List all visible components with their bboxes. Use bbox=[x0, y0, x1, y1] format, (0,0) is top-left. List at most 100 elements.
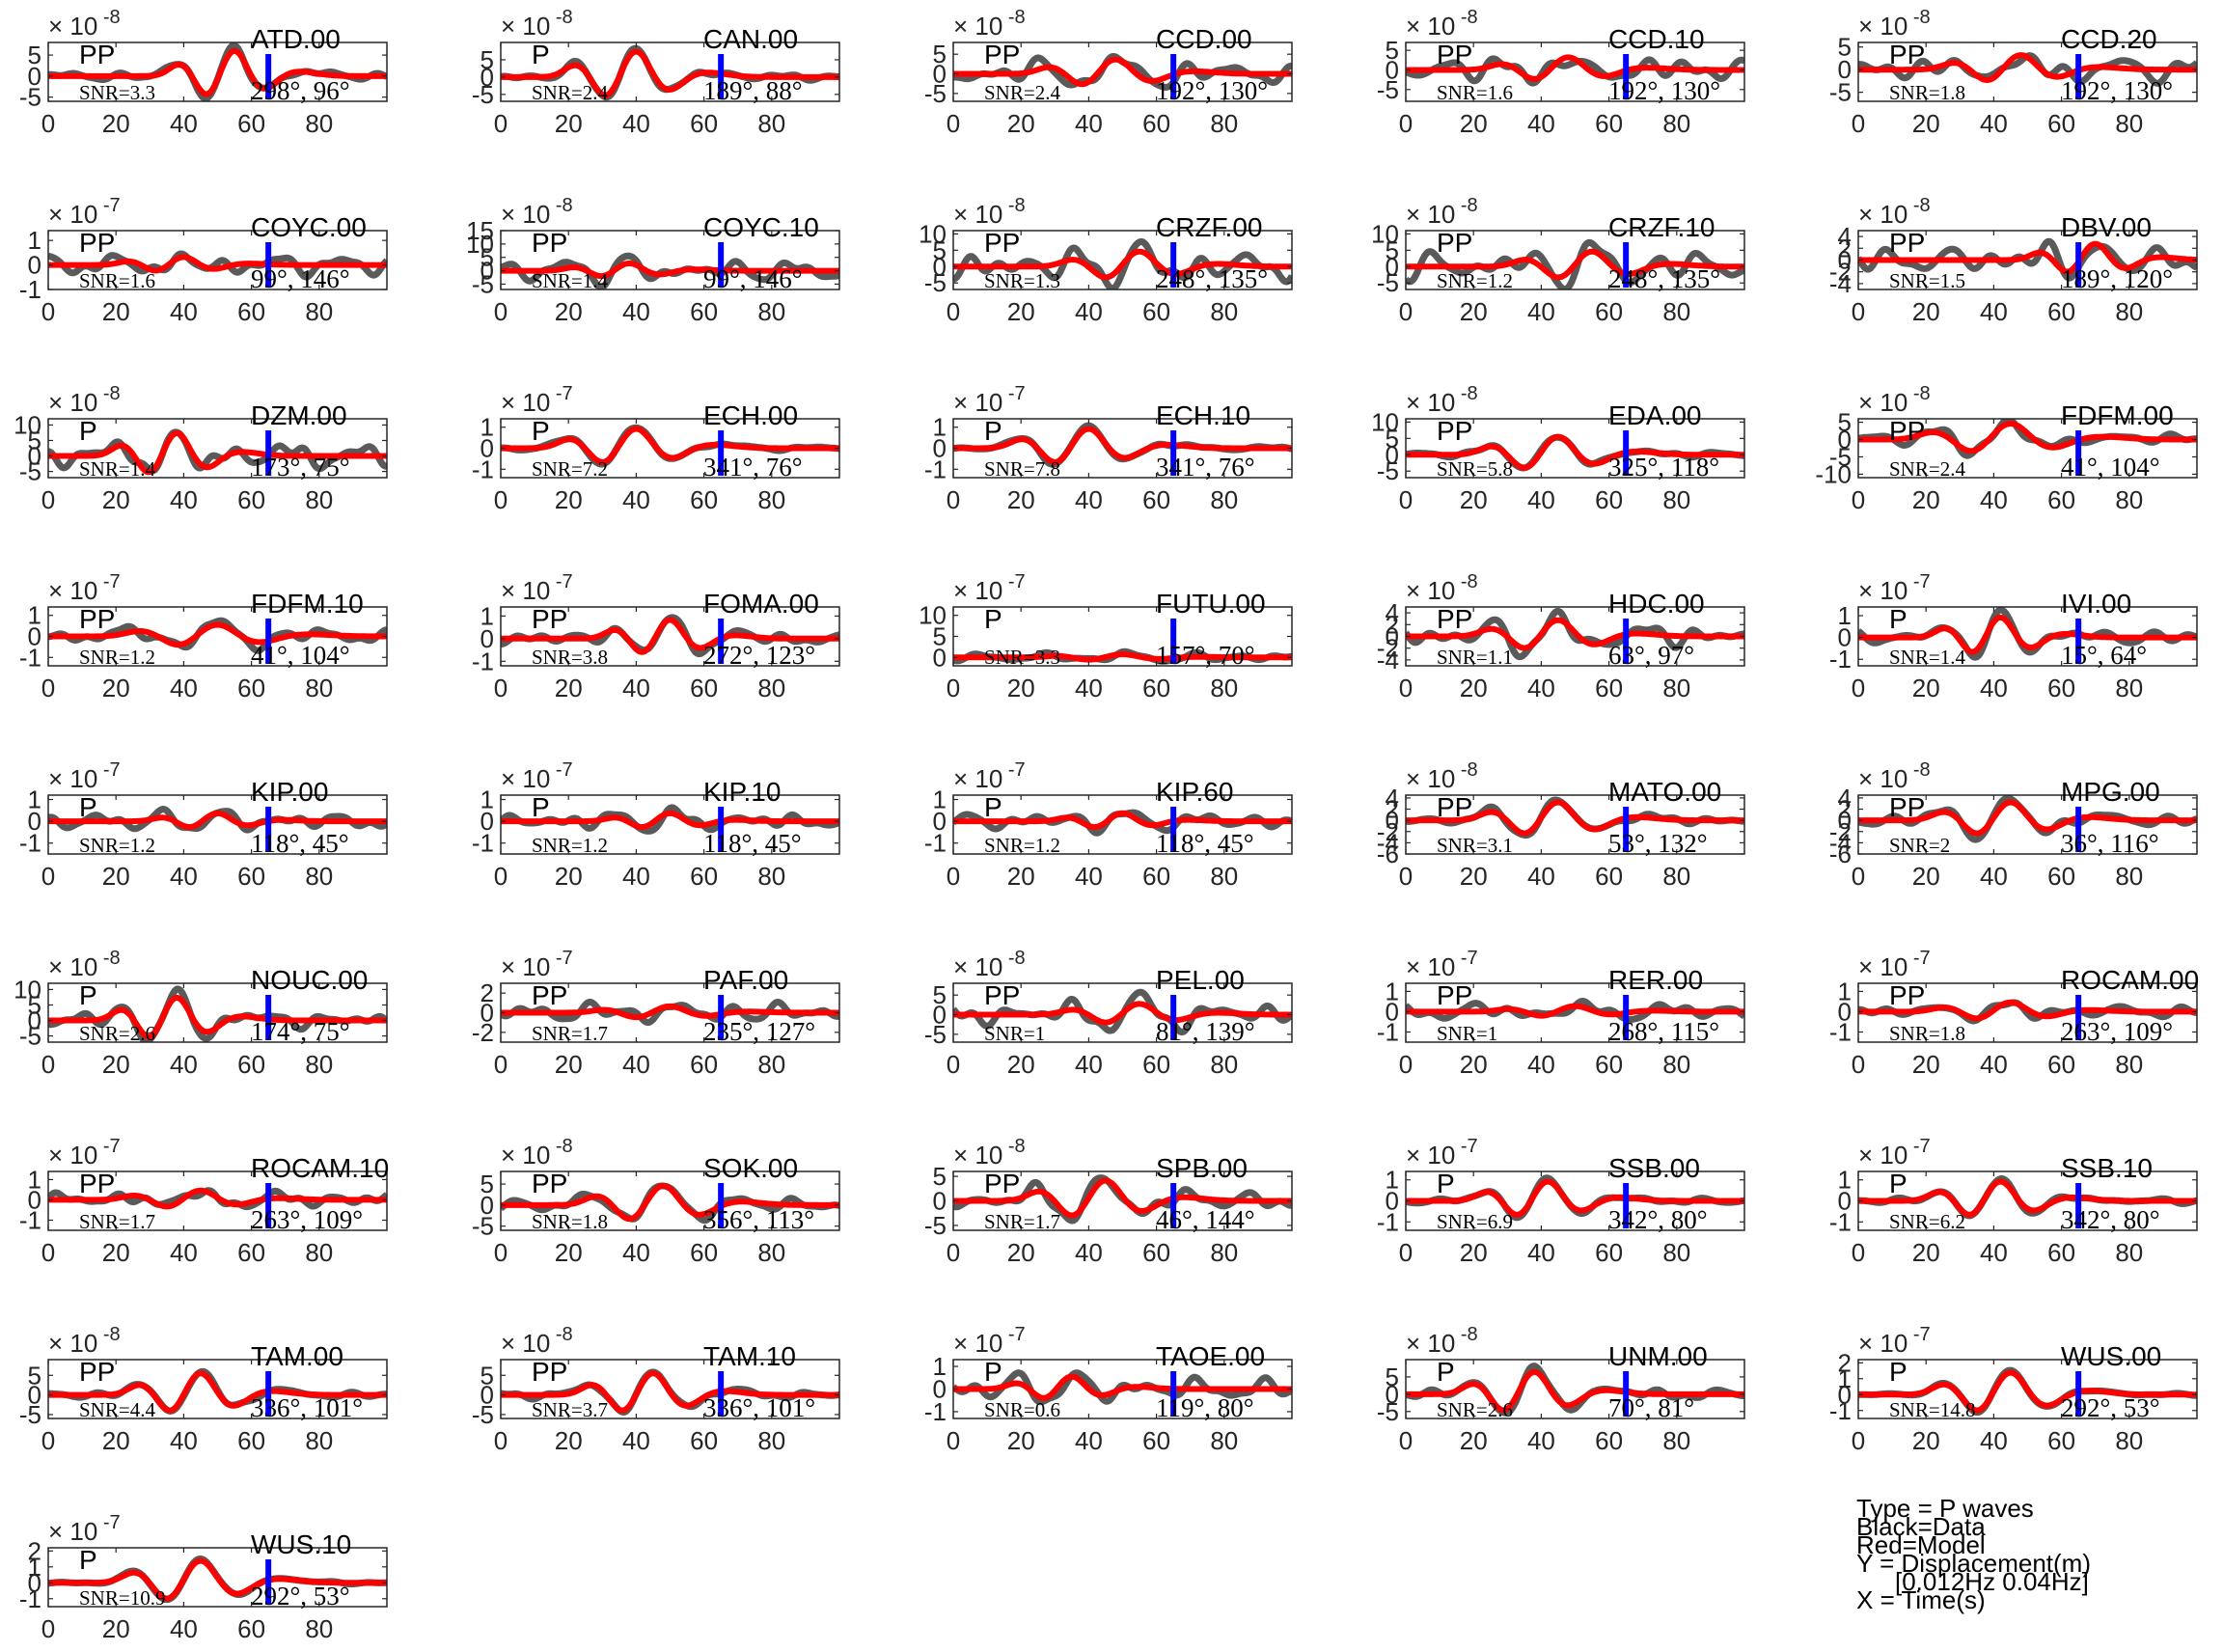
model-trace bbox=[1858, 421, 2197, 454]
y-tick-label: -1 bbox=[472, 647, 494, 675]
snr-label: SNR=1.4 bbox=[532, 269, 608, 292]
y-tick-label: -1 bbox=[472, 829, 494, 858]
y-exponent-label: × 10 -8 bbox=[1406, 759, 1478, 793]
x-tick-label: 60 bbox=[237, 1238, 265, 1267]
y-tick-label: 0 bbox=[480, 999, 494, 1028]
y-tick-label: 0 bbox=[1386, 1187, 1399, 1216]
station-label: ROCAM.00 bbox=[2061, 965, 2199, 995]
azimuth-distance-label: 248°, 135° bbox=[1608, 264, 1720, 293]
phase-label: PP bbox=[532, 1357, 567, 1387]
y-tick-label: -1 bbox=[1829, 645, 1852, 674]
azimuth-distance-label: 81°, 139° bbox=[1156, 1017, 1255, 1046]
y-tick-label: 1 bbox=[480, 785, 494, 814]
station-label: TAOE.00 bbox=[1156, 1341, 1265, 1371]
axes-box bbox=[500, 606, 840, 667]
y-tick-label: 5 bbox=[28, 1361, 41, 1390]
x-tick-label: 0 bbox=[1852, 109, 1865, 138]
x-tick-label: 40 bbox=[1075, 1050, 1103, 1079]
y-tick-label: 5 bbox=[28, 426, 41, 454]
y-tick-label: 0 bbox=[933, 1001, 947, 1030]
x-tick-label: 20 bbox=[1460, 1426, 1488, 1455]
station-label: CRZF.00 bbox=[1156, 212, 1262, 242]
x-tick-label: 80 bbox=[2115, 674, 2143, 702]
y-tick-label: -4 bbox=[1377, 646, 1399, 675]
y-tick-label: -5 bbox=[924, 1020, 947, 1049]
y-tick-label: -1 bbox=[1377, 1017, 1399, 1046]
model-trace bbox=[953, 810, 1292, 831]
snr-label: SNR=1.3 bbox=[984, 269, 1060, 292]
x-tick-label: 80 bbox=[757, 862, 785, 891]
axes-box bbox=[1405, 982, 1745, 1043]
snr-label: SNR=1.2 bbox=[984, 834, 1060, 857]
phase-label: P bbox=[79, 1545, 97, 1575]
x-tick-label: 20 bbox=[1912, 109, 1940, 138]
x-tick-label: 80 bbox=[1210, 485, 1238, 514]
phase-label: PP bbox=[79, 40, 115, 69]
x-tick-label: 20 bbox=[1912, 1050, 1940, 1079]
x-tick-label: 80 bbox=[1662, 297, 1690, 326]
x-tick-label: 40 bbox=[1075, 485, 1103, 514]
x-tick-label: 60 bbox=[690, 674, 718, 702]
axes-box bbox=[1857, 418, 2198, 479]
y-tick-label: 0 bbox=[28, 62, 41, 91]
phase-label: PP bbox=[532, 228, 567, 258]
y-tick-label: 1 bbox=[480, 413, 494, 442]
y-tick-label: 2 bbox=[1838, 1348, 1852, 1377]
snr-label: SNR=1.6 bbox=[79, 269, 155, 292]
axes-box bbox=[47, 982, 388, 1043]
snr-label: SNR=3.8 bbox=[532, 646, 608, 669]
x-tick-label: 0 bbox=[41, 1238, 55, 1267]
y-tick-label: 2 bbox=[1386, 610, 1399, 639]
data-trace bbox=[1858, 237, 2197, 282]
y-tick-label: -4 bbox=[1829, 828, 1852, 857]
y-tick-label: 0 bbox=[480, 1191, 494, 1220]
y-tick-label: -1 bbox=[924, 829, 947, 858]
y-exponent-label: × 10 -7 bbox=[953, 571, 1026, 605]
snr-label: SNR=1.7 bbox=[984, 1210, 1060, 1233]
y-tick-label: 0 bbox=[933, 643, 947, 672]
azimuth-distance-label: 118°, 45° bbox=[1156, 829, 1254, 858]
y-exponent-label: × 10 -7 bbox=[953, 759, 1026, 793]
model-trace bbox=[1858, 52, 2197, 83]
y-exponent-label: × 10 -7 bbox=[501, 571, 573, 605]
azimuth-distance-label: 263°, 109° bbox=[251, 1205, 363, 1234]
x-tick-label: 20 bbox=[1460, 674, 1488, 702]
axes-box bbox=[47, 418, 388, 479]
phase-label: PP bbox=[1437, 40, 1472, 69]
model-trace bbox=[48, 429, 387, 476]
x-tick-label: 0 bbox=[947, 109, 960, 138]
x-tick-label: 80 bbox=[305, 1426, 333, 1455]
phase-label: P bbox=[1437, 1357, 1455, 1387]
x-tick-label: 60 bbox=[237, 109, 265, 138]
model-trace bbox=[1858, 999, 2197, 1022]
x-tick-label: 20 bbox=[1912, 297, 1940, 326]
x-tick-label: 40 bbox=[1075, 109, 1103, 138]
x-tick-label: 0 bbox=[1852, 297, 1865, 326]
y-tick-label: -2 bbox=[1377, 634, 1399, 663]
snr-label: SNR=2.4 bbox=[984, 81, 1060, 104]
y-exponent-label: × 10 -7 bbox=[48, 759, 121, 793]
snr-label: SNR=1 bbox=[1437, 1022, 1497, 1045]
model-trace bbox=[953, 651, 1292, 663]
y-tick-label: -5 bbox=[19, 457, 41, 486]
y-tick-label: -5 bbox=[1377, 75, 1399, 104]
y-tick-label: -2 bbox=[1829, 817, 1852, 846]
snr-label: SNR=1.2 bbox=[532, 834, 608, 857]
azimuth-distance-label: 341°, 76° bbox=[1156, 453, 1255, 482]
y-exponent-label: × 10 -7 bbox=[501, 759, 573, 793]
axes-box bbox=[952, 230, 1293, 290]
azimuth-distance-label: 15°, 64° bbox=[2061, 641, 2147, 670]
y-tick-label: 10 bbox=[919, 601, 947, 630]
y-tick-label: 0 bbox=[1386, 1380, 1399, 1409]
snr-label: SNR=1.7 bbox=[532, 1022, 608, 1045]
azimuth-distance-label: 356°, 113° bbox=[703, 1205, 814, 1234]
y-tick-label: 1 bbox=[1838, 977, 1852, 1005]
model-trace bbox=[1406, 433, 1744, 471]
y-tick-label: -5 bbox=[1377, 1397, 1399, 1426]
model-trace bbox=[48, 810, 387, 831]
